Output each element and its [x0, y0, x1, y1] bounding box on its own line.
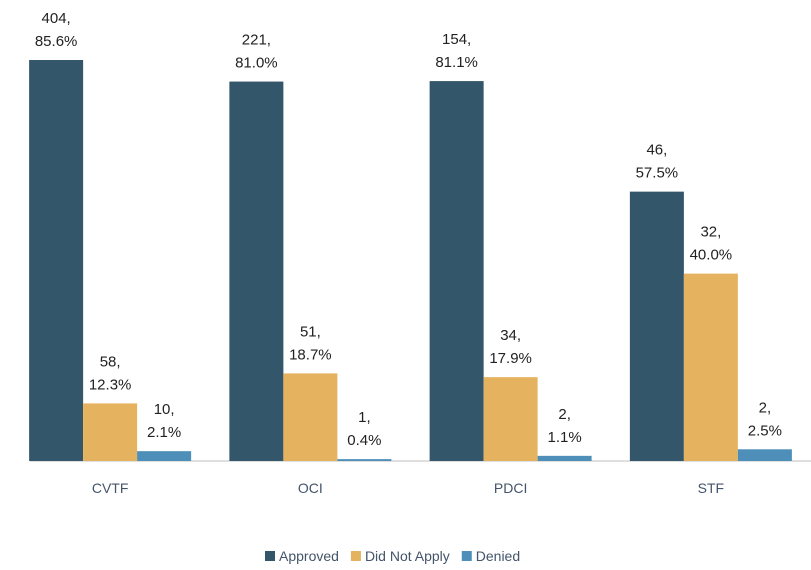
data-label: 2, 1.1% [548, 406, 582, 446]
bar [337, 459, 392, 461]
legend-label: Did Not Apply [365, 548, 450, 564]
legend-swatch [265, 551, 275, 561]
bar [683, 273, 738, 461]
bar [29, 60, 84, 461]
legend-swatch [350, 551, 361, 561]
x-tick-label: OCI [298, 480, 323, 496]
data-label: 154, 81.1% [435, 31, 478, 71]
x-tick-label: CVTF [92, 480, 129, 496]
data-label: 221, 81.0% [235, 32, 278, 72]
data-label: 58, 12.3% [89, 353, 132, 393]
data-label: 404, 85.6% [35, 10, 78, 50]
bar [737, 449, 792, 461]
data-label: 2, 2.5% [748, 399, 782, 439]
data-label: 1, 0.4% [347, 409, 381, 449]
legend-label: Approved [279, 548, 339, 564]
bar [537, 455, 592, 461]
data-label: 51, 18.7% [289, 323, 332, 363]
legend-label: Denied [476, 548, 520, 564]
bar [283, 373, 338, 461]
legend: Approved Did Not Apply Denied [265, 548, 520, 564]
legend-swatch [461, 551, 472, 561]
data-label: 46, 57.5% [636, 142, 679, 182]
bar [229, 81, 284, 461]
data-label: 34, 17.9% [489, 327, 532, 367]
bar [483, 377, 538, 461]
bar [137, 451, 192, 461]
x-tick-label: PDCI [494, 480, 527, 496]
x-tick-label: STF [698, 480, 724, 496]
bar [83, 403, 138, 461]
data-label: 32, 40.0% [690, 224, 733, 264]
bar [429, 81, 484, 461]
data-label: 10, 2.1% [147, 401, 181, 441]
bar [629, 191, 684, 461]
